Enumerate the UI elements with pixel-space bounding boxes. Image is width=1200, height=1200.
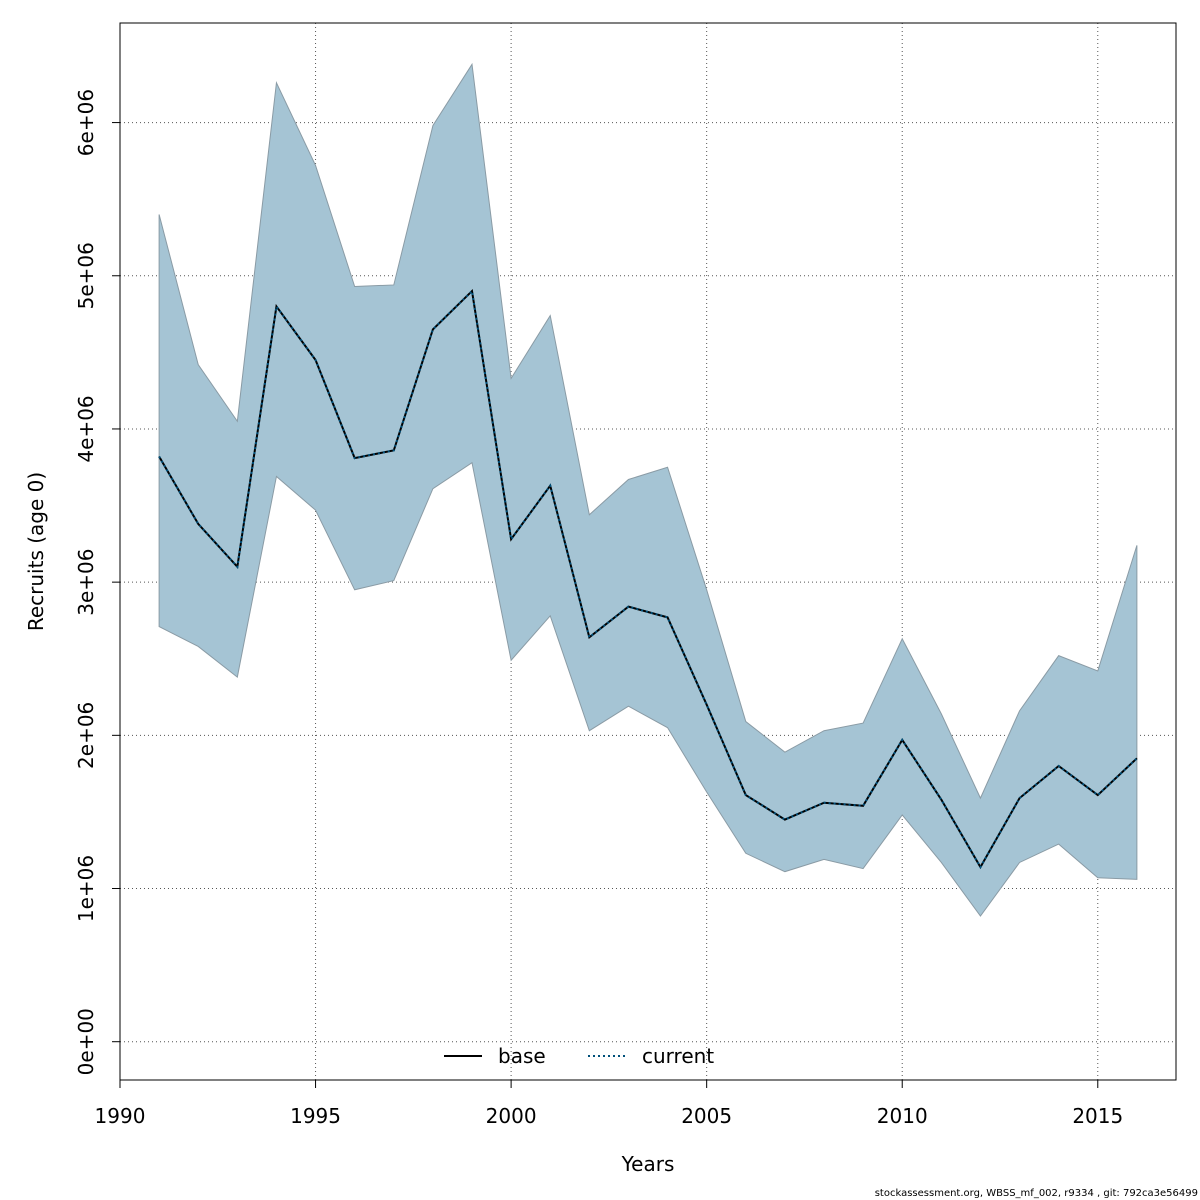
legend: base current [444,1044,714,1068]
y-axis-title: Recruits (age 0) [24,472,48,631]
series-line-base [158,289,1138,870]
y-axis: 0e+00 1e+06 2e+06 3e+06 4e+06 5e+06 6e+06 [74,89,121,1075]
x-tick-label: 1990 [95,1104,146,1128]
x-axis: 1990 1995 2000 2005 2010 2015 [95,1079,1123,1128]
x-tick-label: 2005 [681,1104,732,1128]
y-tick-label: 4e+06 [74,395,98,462]
x-tick-label: 2000 [486,1104,537,1128]
confidence-band [158,62,1138,917]
x-axis-title: Years [621,1152,675,1176]
y-tick-label: 0e+00 [74,1008,98,1075]
legend-label-base: base [498,1044,546,1068]
legend-label-current: current [642,1044,714,1068]
y-tick-label: 5e+06 [74,242,98,309]
y-tick-label: 2e+06 [74,702,98,769]
y-tick-label: 3e+06 [74,549,98,616]
y-tick-label: 1e+06 [74,855,98,922]
y-tick-label: 6e+06 [74,89,98,156]
series-lines [158,289,1138,870]
x-tick-label: 2015 [1072,1104,1123,1128]
footer-credit: stockassessment.org, WBSS_mf_002, r9334 … [874,1188,1198,1199]
x-tick-label: 2010 [877,1104,928,1128]
x-tick-label: 1995 [290,1104,341,1128]
